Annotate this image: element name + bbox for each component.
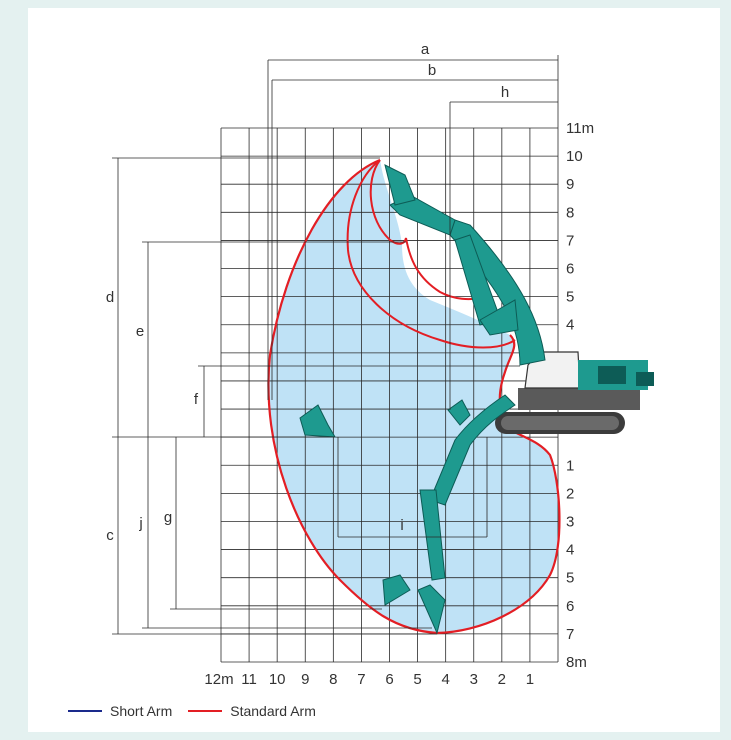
dimension-letter-g: g [164,509,172,526]
legend-item-standard-arm: Standard Arm [188,703,316,719]
legend-label-short-arm: Short Arm [110,703,173,719]
x-tick-label: 7 [357,671,365,688]
y-tick-label: 4 [566,317,574,334]
x-tick-label: 3 [470,671,478,688]
y-tick-label: 6 [566,598,574,615]
dimension-letters: ab h d e f c j g i [106,41,509,544]
x-tick-label: 1 [526,671,534,688]
x-axis-labels: 12m 11 10 9 8 7 6 5 4 3 2 1 [204,671,534,688]
y-tick-label: 4 [566,542,574,559]
dimension-letter-e: e [136,323,144,340]
y-tick-label: 8 [566,204,574,221]
standard-arm-envelope-inner-1 [346,159,516,349]
y-tick-label: 10 [566,148,583,165]
y-tick-label: 6 [566,261,574,278]
legend: Short Arm Standard Arm [68,703,332,719]
y-tick-label: 11m [566,120,594,137]
y-tick-label: 5 [566,570,574,587]
y-tick-label: 7 [566,626,574,643]
x-tick-label: 9 [301,671,309,688]
legend-swatch-short-arm [68,710,102,712]
y-axis-labels-below: 1 2 3 4 5 6 7 8m [566,457,587,671]
x-tick-label: 2 [498,671,506,688]
dimension-letter-c: c [106,527,114,544]
dimension-letter-h: h [501,84,509,101]
dimension-letter-j: j [138,515,142,532]
y-tick-label: 1 [566,457,574,474]
dimension-letter-i: i [400,517,403,534]
dimension-letter-a: a [421,41,430,58]
y-tick-label: 2 [566,485,574,502]
x-tick-label: 8 [329,671,337,688]
x-tick-label: 4 [441,671,449,688]
y-tick-label: 5 [566,289,574,306]
y-tick-label: 7 [566,232,574,249]
x-tick-label: 6 [385,671,393,688]
y-tick-label: 9 [566,176,574,193]
dimension-letter-d: d [106,289,114,306]
dimension-letter-b: b [428,62,436,79]
dimension-lines [112,55,559,635]
legend-label-standard-arm: Standard Arm [230,703,316,719]
excavator [299,164,654,635]
dimension-letter-f: f [194,391,199,408]
y-tick-label: 8m [566,654,587,671]
y-axis-labels-above: 11m 10 9 8 7 6 5 4 [566,120,594,334]
x-tick-label: 5 [413,671,421,688]
legend-swatch-standard-arm [188,710,223,712]
x-tick-label: 10 [269,671,286,688]
legend-item-short-arm: Short Arm [68,703,172,719]
y-tick-label: 3 [566,513,574,530]
x-tick-label: 11 [241,671,257,688]
x-tick-label: 12m [204,671,233,688]
